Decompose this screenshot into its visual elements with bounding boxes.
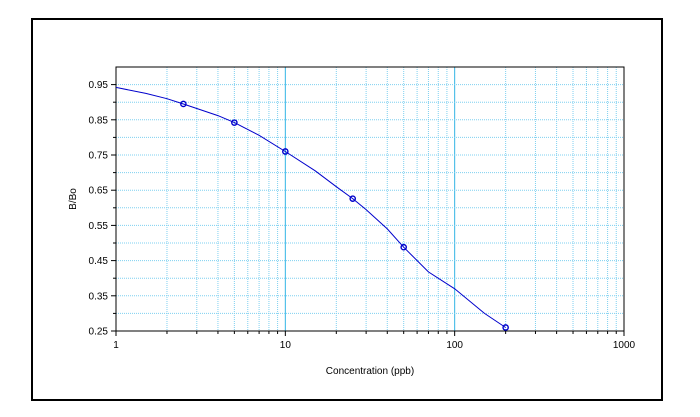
- data-point: [400, 243, 407, 251]
- x-tick-label: 1: [113, 340, 119, 351]
- y-tick-label: 0.75: [89, 151, 109, 162]
- y-tick-label: 0.85: [89, 115, 109, 126]
- y-tick-label: 0.35: [89, 291, 109, 302]
- data-point: [180, 100, 187, 108]
- data-point: [349, 195, 357, 202]
- x-tick-label: 1000: [613, 340, 636, 351]
- y-tick-label: 0.45: [89, 256, 109, 267]
- x-tick-label: 10: [280, 340, 292, 351]
- x-axis-title: Concentration (ppb): [326, 366, 414, 377]
- x-axis: 1 10 100 1000: [113, 331, 636, 351]
- y-axis-title: B/Bo: [68, 188, 79, 210]
- data-points: [180, 100, 509, 331]
- y-axis: 0.25 0.35 0.45 0.55 0.65 0.75 0.85 0.95: [89, 80, 116, 338]
- data-point: [282, 148, 289, 155]
- y-tick-label: 0.65: [89, 186, 109, 197]
- grid: [116, 67, 624, 331]
- chart-frame: [31, 18, 663, 401]
- y-tick-label: 0.95: [89, 80, 109, 91]
- data-point: [231, 119, 238, 126]
- plot-area: [115, 66, 625, 332]
- x-tick-label: 100: [446, 340, 463, 351]
- fit-curve: [115, 86, 506, 328]
- y-tick-label: 0.55: [89, 221, 109, 232]
- data-point: [502, 324, 509, 331]
- y-tick-label: 0.25: [89, 327, 109, 338]
